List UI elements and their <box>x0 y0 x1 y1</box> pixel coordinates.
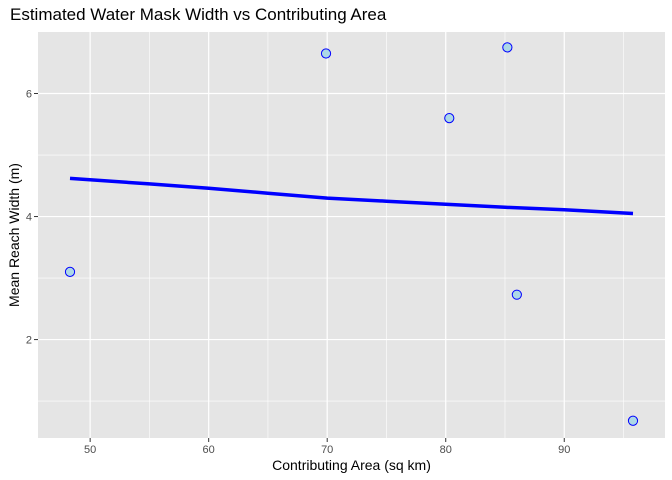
trend-line <box>69 176 634 216</box>
data-point <box>444 113 455 124</box>
x-axis-ticks: 50 60 70 80 90 <box>84 438 570 456</box>
plot-panel <box>38 32 665 438</box>
x-tick-label: 60 <box>203 444 215 456</box>
minor-gridlines <box>38 32 665 438</box>
data-point <box>511 289 522 300</box>
x-tick-label: 90 <box>558 444 570 456</box>
chart-title: Estimated Water Mask Width vs Contributi… <box>10 5 387 24</box>
x-tick-label: 70 <box>321 444 333 456</box>
y-tick-label: 2 <box>26 335 32 347</box>
data-point <box>627 415 639 426</box>
y-axis-ticks: 2 4 6 <box>26 89 38 347</box>
x-tick-label: 50 <box>84 444 96 456</box>
data-point <box>320 48 332 59</box>
trend-line-group <box>69 176 634 216</box>
y-axis-title: Mean Reach Width (m) <box>6 163 22 307</box>
data-point <box>64 266 76 278</box>
x-tick-label: 80 <box>440 444 452 456</box>
y-tick-label: 4 <box>26 212 32 224</box>
data-point <box>502 42 513 53</box>
data-points <box>64 42 639 426</box>
major-gridlines <box>38 32 665 438</box>
y-tick-label: 6 <box>26 89 32 101</box>
x-axis-title: Contributing Area (sq km) <box>272 457 431 473</box>
